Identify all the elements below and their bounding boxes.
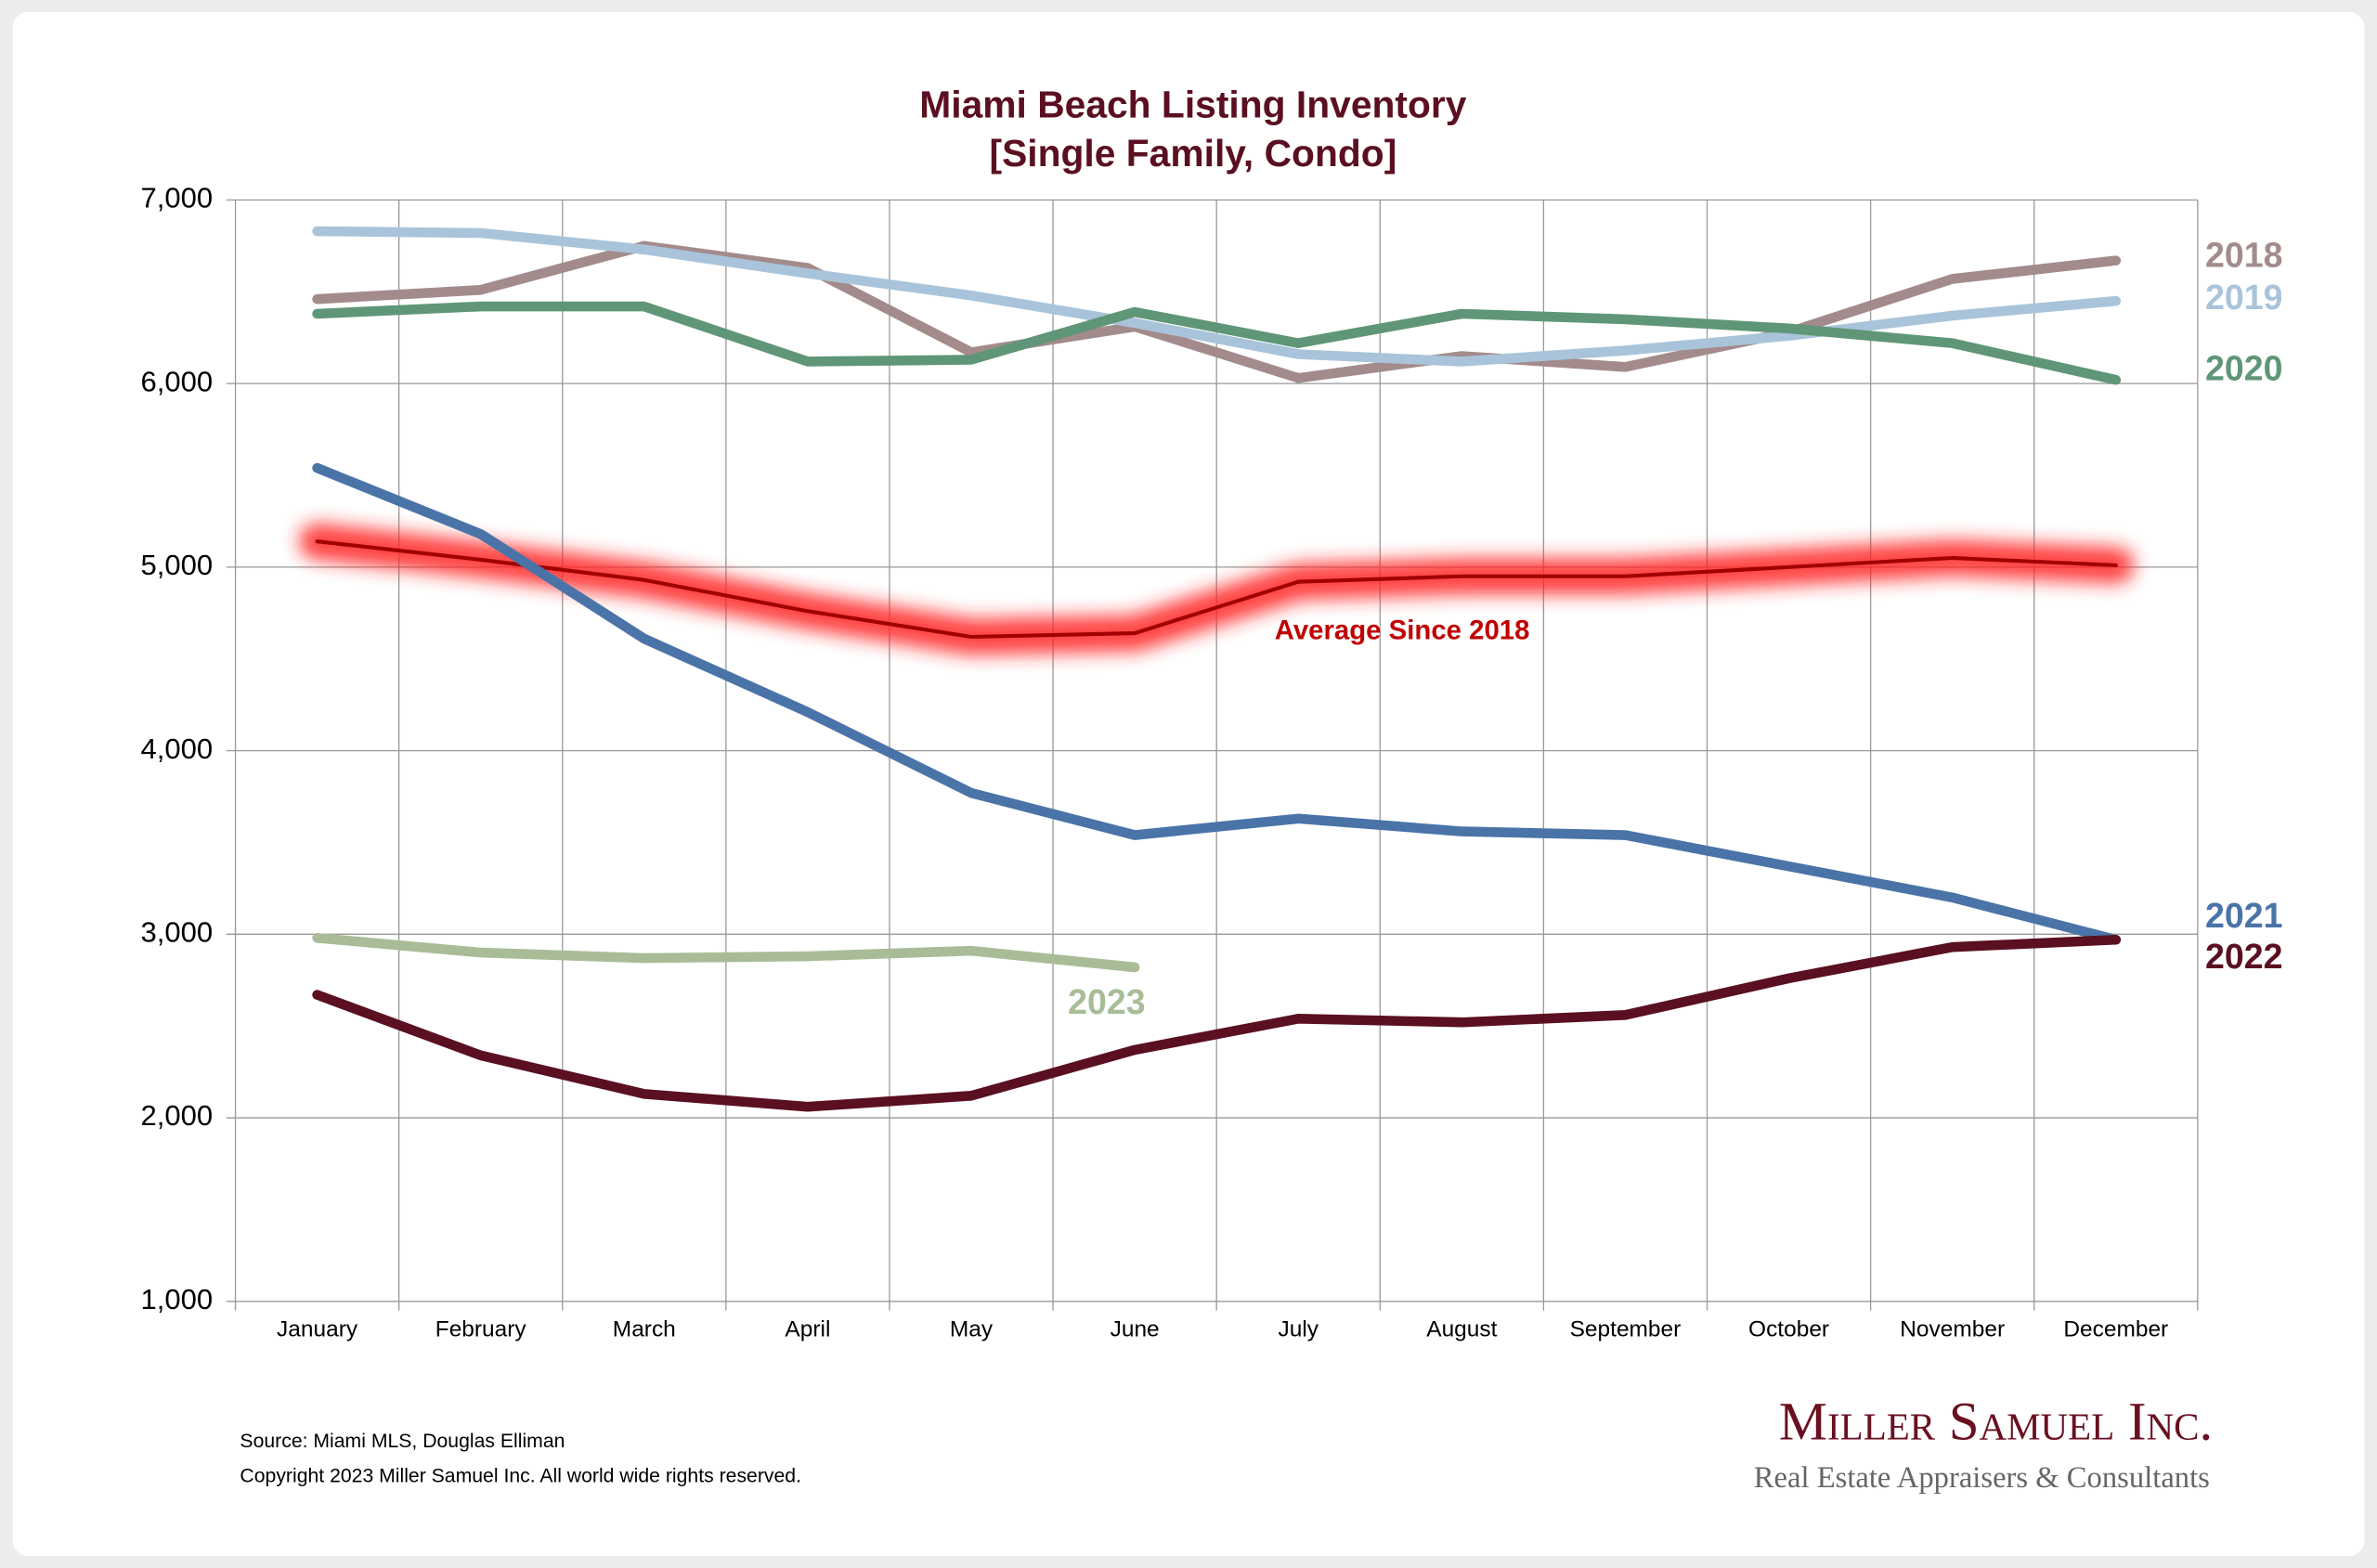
series-line — [312, 934, 2122, 1112]
source: Source: Miami MLS, Douglas Elliman — [240, 1431, 565, 1452]
series-label: 2022 — [2205, 937, 2282, 976]
series-label: 2021 — [2205, 896, 2282, 935]
x-tick-label: October — [1748, 1316, 1829, 1341]
chart-subtitle: [Single Family, Condo] — [990, 132, 1397, 175]
series-line — [315, 539, 2118, 640]
x-tick-label: July — [1278, 1316, 1318, 1341]
y-tick-label: 6,000 — [140, 365, 213, 397]
series-line — [312, 240, 2122, 383]
y-tick-label: 5,000 — [140, 549, 213, 581]
x-tick-label: November — [1900, 1316, 2005, 1341]
y-tick-label: 2,000 — [140, 1099, 213, 1132]
y-tick-label: 1,000 — [140, 1283, 213, 1315]
x-tick-label: April — [785, 1316, 830, 1341]
series-label: Average Since 2018 — [1275, 615, 1530, 645]
x-tick-label: January — [277, 1316, 358, 1341]
copyright: Copyright 2023 Miller Samuel Inc. All wo… — [240, 1466, 801, 1487]
logo-tagline: Real Estate Appraisers & Consultants — [1754, 1461, 2210, 1495]
series-label: 2023 — [1068, 982, 1145, 1021]
x-tick-label: December — [2063, 1316, 2168, 1341]
x-tick-label: June — [1111, 1316, 1160, 1341]
series-label: 2019 — [2205, 278, 2282, 317]
x-tick-label: August — [1426, 1316, 1497, 1341]
x-tick-label: March — [613, 1316, 676, 1341]
series-label: 2020 — [2205, 349, 2282, 388]
y-tick-label: 4,000 — [140, 732, 213, 765]
y-tick-label: 7,000 — [140, 182, 213, 214]
series-line — [312, 301, 2122, 385]
chart-title: Miami Beach Listing Inventory — [919, 84, 1466, 126]
x-tick-label: February — [435, 1316, 527, 1341]
logo-name: Miller Samuel Inc. — [1779, 1392, 2213, 1452]
series-label: 2018 — [2205, 235, 2282, 274]
y-tick-label: 3,000 — [140, 916, 213, 949]
x-tick-label: May — [950, 1316, 994, 1341]
series-line — [312, 462, 2122, 945]
series-line — [312, 932, 1140, 973]
x-tick-label: September — [1570, 1316, 1682, 1341]
background — [12, 12, 2365, 1556]
